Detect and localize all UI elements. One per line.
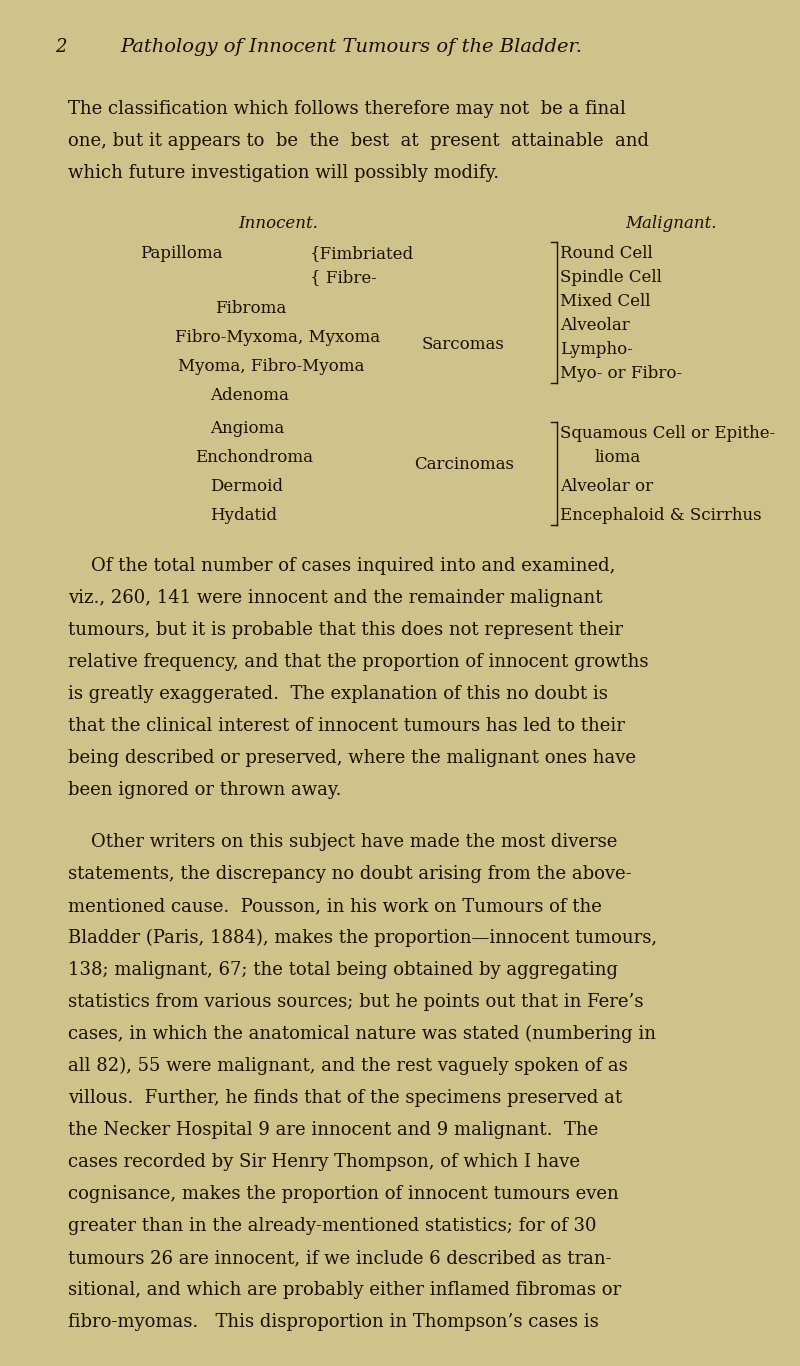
Text: viz., 260, 141 were innocent and the remainder malignant: viz., 260, 141 were innocent and the rem…	[68, 589, 602, 607]
Text: statements, the discrepancy no doubt arising from the above-: statements, the discrepancy no doubt ari…	[68, 865, 632, 882]
Text: fibro-myomas.   This disproportion in Thompson’s cases is: fibro-myomas. This disproportion in Thom…	[68, 1313, 598, 1330]
Text: 138; malignant, 67; the total being obtained by aggregating: 138; malignant, 67; the total being obta…	[68, 962, 618, 979]
Text: been ignored or thrown away.: been ignored or thrown away.	[68, 781, 342, 799]
Text: Malignant.: Malignant.	[625, 214, 717, 232]
Text: cases recorded by Sir Henry Thompson, of which I have: cases recorded by Sir Henry Thompson, of…	[68, 1153, 580, 1171]
Text: the Necker Hospital 9 are innocent and 9 malignant.  The: the Necker Hospital 9 are innocent and 9…	[68, 1121, 598, 1139]
Text: all 82), 55 were malignant, and the rest vaguely spoken of as: all 82), 55 were malignant, and the rest…	[68, 1057, 628, 1075]
Text: Alveolar or: Alveolar or	[560, 478, 653, 494]
Text: Adenoma: Adenoma	[210, 387, 289, 403]
Text: Encephaloid & Scirrhus: Encephaloid & Scirrhus	[560, 507, 762, 523]
Text: cases, in which the anatomical nature was stated (numbering in: cases, in which the anatomical nature wa…	[68, 1024, 656, 1044]
Text: is greatly exaggerated.  The explanation of this no doubt is: is greatly exaggerated. The explanation …	[68, 684, 608, 703]
Text: relative frequency, and that the proportion of innocent growths: relative frequency, and that the proport…	[68, 653, 649, 671]
Text: Papilloma: Papilloma	[140, 245, 222, 262]
Text: lioma: lioma	[595, 449, 642, 466]
Text: { Fibre-: { Fibre-	[310, 269, 377, 285]
Text: Myo- or Fibro-: Myo- or Fibro-	[560, 365, 682, 382]
Text: Mixed Cell: Mixed Cell	[560, 292, 650, 310]
Text: tumours 26 are innocent, if we include 6 described as tran-: tumours 26 are innocent, if we include 6…	[68, 1249, 612, 1268]
Text: Lympho-: Lympho-	[560, 342, 633, 358]
Text: Other writers on this subject have made the most diverse: Other writers on this subject have made …	[68, 833, 618, 851]
Text: cognisance, makes the proportion of innocent tumours even: cognisance, makes the proportion of inno…	[68, 1184, 618, 1203]
Text: 2: 2	[55, 38, 66, 56]
Text: which future investigation will possibly modify.: which future investigation will possibly…	[68, 164, 499, 182]
Text: Fibro-Myxoma, Myxoma: Fibro-Myxoma, Myxoma	[175, 329, 380, 346]
Text: Sarcomas: Sarcomas	[422, 336, 505, 354]
Text: mentioned cause.  Pousson, in his work on Tumours of the: mentioned cause. Pousson, in his work on…	[68, 897, 602, 915]
Text: Carcinomas: Carcinomas	[414, 456, 514, 473]
Text: Of the total number of cases inquired into and examined,: Of the total number of cases inquired in…	[68, 557, 615, 575]
Text: statistics from various sources; but he points out that in Fere’s: statistics from various sources; but he …	[68, 993, 643, 1011]
Text: sitional, and which are probably either inflamed fibromas or: sitional, and which are probably either …	[68, 1281, 621, 1299]
Text: Spindle Cell: Spindle Cell	[560, 269, 662, 285]
Text: Innocent.: Innocent.	[238, 214, 318, 232]
Text: Bladder (Paris, 1884), makes the proportion—innocent tumours,: Bladder (Paris, 1884), makes the proport…	[68, 929, 657, 947]
Text: Dermoid: Dermoid	[210, 478, 283, 494]
Text: that the clinical interest of innocent tumours has led to their: that the clinical interest of innocent t…	[68, 717, 625, 735]
Text: one, but it appears to  be  the  best  at  present  attainable  and: one, but it appears to be the best at pr…	[68, 133, 649, 150]
Text: Alveolar: Alveolar	[560, 317, 630, 335]
Text: Round Cell: Round Cell	[560, 245, 653, 262]
Text: Fibroma: Fibroma	[215, 301, 286, 317]
Text: Hydatid: Hydatid	[210, 507, 277, 523]
Text: Angioma: Angioma	[210, 421, 284, 437]
Text: villous.  Further, he finds that of the specimens preserved at: villous. Further, he finds that of the s…	[68, 1089, 622, 1106]
Text: Pathology of Innocent Tumours of the Bladder.: Pathology of Innocent Tumours of the Bla…	[120, 38, 582, 56]
Text: Enchondroma: Enchondroma	[195, 449, 313, 466]
Text: Squamous Cell or Epithe-: Squamous Cell or Epithe-	[560, 425, 775, 443]
Text: The classification which follows therefore may not  be a final: The classification which follows therefo…	[68, 100, 626, 117]
Text: greater than in the already-mentioned statistics; for of 30: greater than in the already-mentioned st…	[68, 1217, 597, 1235]
Text: being described or preserved, where the malignant ones have: being described or preserved, where the …	[68, 749, 636, 766]
Text: Myoma, Fibro-Myoma: Myoma, Fibro-Myoma	[178, 358, 364, 374]
Text: {Fimbriated: {Fimbriated	[310, 245, 414, 262]
Text: tumours, but it is probable that this does not represent their: tumours, but it is probable that this do…	[68, 622, 623, 639]
